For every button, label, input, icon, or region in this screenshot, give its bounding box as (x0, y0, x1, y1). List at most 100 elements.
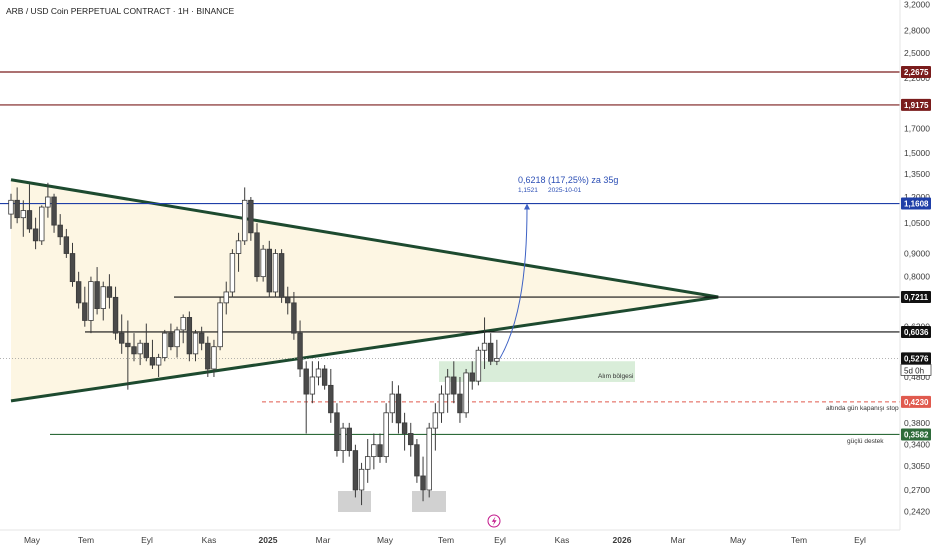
price-badge (901, 428, 931, 441)
price-badge-label: 0,3582 (904, 430, 929, 439)
candle-body (205, 342, 211, 370)
candle-body (291, 302, 297, 334)
price-levels (0, 71, 900, 436)
triangle-lower-line (10, 295, 719, 403)
time-axis[interactable]: May Tem Eyl Kas 2025 Mar May Tem Eyl Kas 2026 Mar Ma… (24, 535, 866, 545)
projection-arrow-head (524, 203, 530, 210)
candle-body (149, 357, 156, 366)
candle-body (174, 329, 180, 348)
candle-body (303, 368, 309, 395)
candle-body (334, 412, 340, 451)
candles (8, 182, 500, 506)
candle-body (69, 253, 76, 283)
price-badge (901, 325, 931, 338)
time-tick-label: 2026 (613, 535, 632, 545)
candle-body (186, 317, 193, 355)
price-badge (901, 291, 931, 304)
price-tick-label: 1,3500 (904, 169, 930, 179)
candle-body (14, 199, 20, 219)
candle-body (487, 342, 494, 362)
price-tick-label: 1,0500 (904, 218, 930, 228)
countdown-box (900, 364, 932, 376)
price-tick-label: 0,9000 (904, 249, 930, 259)
candle-body (112, 296, 119, 334)
candle-body (241, 199, 248, 242)
price-tick-label: 2,5000 (904, 48, 930, 58)
candle-body (20, 210, 26, 219)
candle-body (57, 224, 63, 238)
time-tick-label: May (730, 535, 747, 545)
time-tick-label: Kas (202, 535, 217, 545)
lightning-icon[interactable] (487, 514, 501, 528)
time-tick-label: Tem (438, 535, 454, 545)
price-tick-label: 0,2420 (904, 507, 930, 517)
time-tick-label: May (377, 535, 394, 545)
candle-body (346, 427, 352, 451)
projection-curve (499, 207, 528, 359)
price-tick-label: 3,2000 (904, 0, 930, 9)
candle-body (63, 236, 70, 254)
price-tick-label: 0,3050 (904, 461, 930, 471)
price-badge-label: 1,1608 (904, 200, 929, 209)
candle-body (414, 444, 420, 477)
candle-body (229, 253, 236, 293)
candle-body (358, 468, 365, 491)
stop-annotation: altında gün kapanışı stop (826, 405, 899, 412)
candle-body (168, 332, 174, 348)
candle-body (371, 444, 377, 458)
projection-sub-price: 1,1521 (518, 187, 538, 194)
time-tick-label: May (24, 535, 41, 545)
price-tick-label: 0,8000 (904, 272, 930, 282)
candle-body (395, 393, 402, 424)
time-tick-label: Tem (78, 535, 94, 545)
candle-body (119, 332, 125, 344)
candle-body (420, 475, 426, 491)
price-tick-label: 2,8000 (904, 26, 930, 36)
candle-body (211, 346, 217, 370)
zones (338, 361, 635, 512)
candle-body (377, 444, 383, 458)
candle-body (143, 342, 149, 358)
candle-body (260, 248, 266, 278)
candle-body (340, 427, 346, 451)
triangle-upper-line (10, 178, 719, 299)
price-badge (901, 98, 931, 111)
current-price-badge (901, 352, 931, 365)
candle-body (88, 281, 94, 321)
candle-body (383, 412, 389, 458)
candle-body (444, 376, 451, 395)
price-badge-label: 0,6036 (904, 328, 929, 337)
projection-label: 0,6218 (117,25%) za 35g (518, 175, 618, 185)
price-tick-label: 0,2700 (904, 485, 930, 495)
price-badge (901, 66, 931, 79)
time-tick-label: 2025 (259, 535, 278, 545)
price-badge-label: 0,7211 (904, 293, 929, 302)
price-badge-label: 2,2675 (904, 68, 929, 77)
price-badge (901, 395, 931, 408)
candle-body (321, 368, 328, 386)
candle-body (451, 376, 457, 395)
price-tick-label: 0,3400 (904, 440, 930, 450)
candle-body (75, 281, 82, 304)
candle-body (125, 342, 131, 348)
candle-body (475, 349, 482, 382)
price-badges: 2,2675 1,9175 1,1608 0,7211 0,6036 0,4230 0,35… (900, 66, 932, 441)
candle-body (463, 372, 469, 414)
candle-body (494, 358, 500, 362)
price-tick-label: 0,3800 (904, 418, 930, 428)
chart-title: ARB / USD Coin PERPETUAL CONTRACT · 1H ·… (6, 6, 234, 16)
candle-body (217, 302, 223, 348)
candle-body (364, 456, 371, 470)
bottom-zone-box-2 (412, 491, 446, 512)
candle-body (26, 210, 33, 230)
time-tick-label: Mar (316, 535, 331, 545)
price-tick-label: 1,2000 (904, 192, 930, 202)
candle-body (481, 342, 488, 351)
candle-body (106, 286, 113, 298)
time-tick-label: Eyl (141, 535, 153, 545)
projection (499, 203, 530, 359)
candle-body (100, 286, 106, 309)
candle-body (131, 346, 137, 355)
time-tick-label: Tem (791, 535, 807, 545)
